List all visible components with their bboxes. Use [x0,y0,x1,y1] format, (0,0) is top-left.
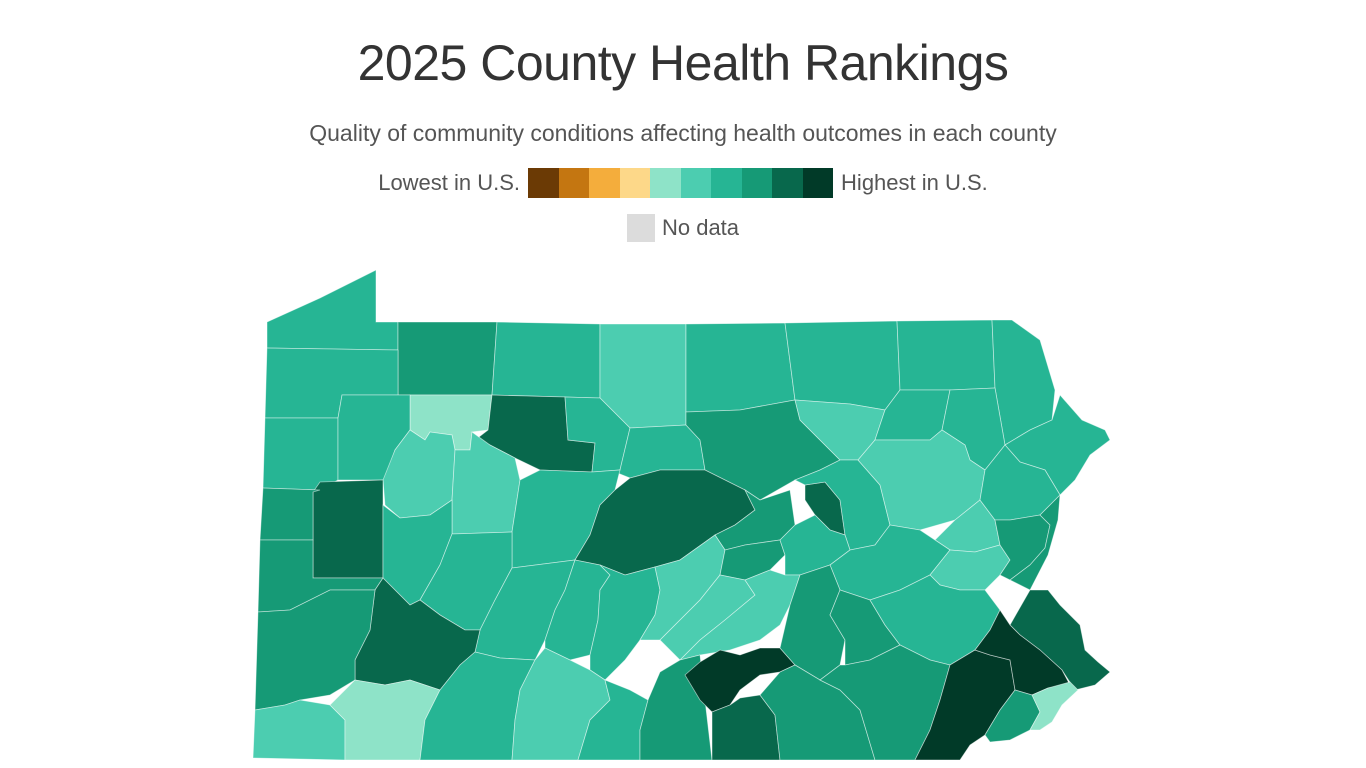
legend-swatch-4 [619,168,651,198]
county-beaver[interactable] [259,487,321,541]
county-philadelphia[interactable] [1029,681,1079,731]
legend-swatch-5 [650,168,681,198]
legend-swatch-6 [680,168,712,198]
legend-swatch-3 [589,168,620,198]
color-legend: Lowest in U.S. Highest in U.S. [0,168,1366,198]
legend-swatch-8 [741,168,773,198]
county-lawrence[interactable] [312,479,384,579]
county-bradford[interactable] [784,320,901,411]
county-susquehanna[interactable] [896,319,996,391]
map-subtitle: Quality of community conditions affectin… [309,120,1057,146]
county-perry[interactable] [678,569,801,661]
legend-swatch-7 [711,168,742,198]
county-greene[interactable] [252,699,346,761]
legend-low-label: Lowest in U.S. [378,170,521,195]
county-mckean[interactable] [491,321,601,399]
county-tioga[interactable] [685,322,796,413]
legend-high-label: Highest in U.S. [841,170,988,195]
legend-swatch-9 [772,168,803,198]
map-title: 2025 County Health Rankings [357,35,1009,91]
no-data-swatch [626,214,655,242]
county-warren[interactable] [397,321,498,396]
county-montgomery[interactable] [974,609,1071,696]
county-erie[interactable] [266,269,399,351]
legend-color-scale [528,168,834,198]
no-data-label: No data [661,215,740,240]
legend-swatch-1 [528,168,559,198]
county-mercer[interactable] [262,417,339,491]
county-northampton[interactable] [1009,493,1061,591]
no-data-legend: No data [0,214,1366,242]
legend-swatch-2 [558,168,590,198]
legend-swatch-10 [802,168,834,198]
